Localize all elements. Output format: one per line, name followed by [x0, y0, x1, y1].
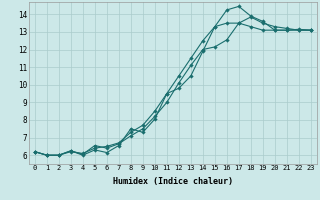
X-axis label: Humidex (Indice chaleur): Humidex (Indice chaleur) — [113, 177, 233, 186]
